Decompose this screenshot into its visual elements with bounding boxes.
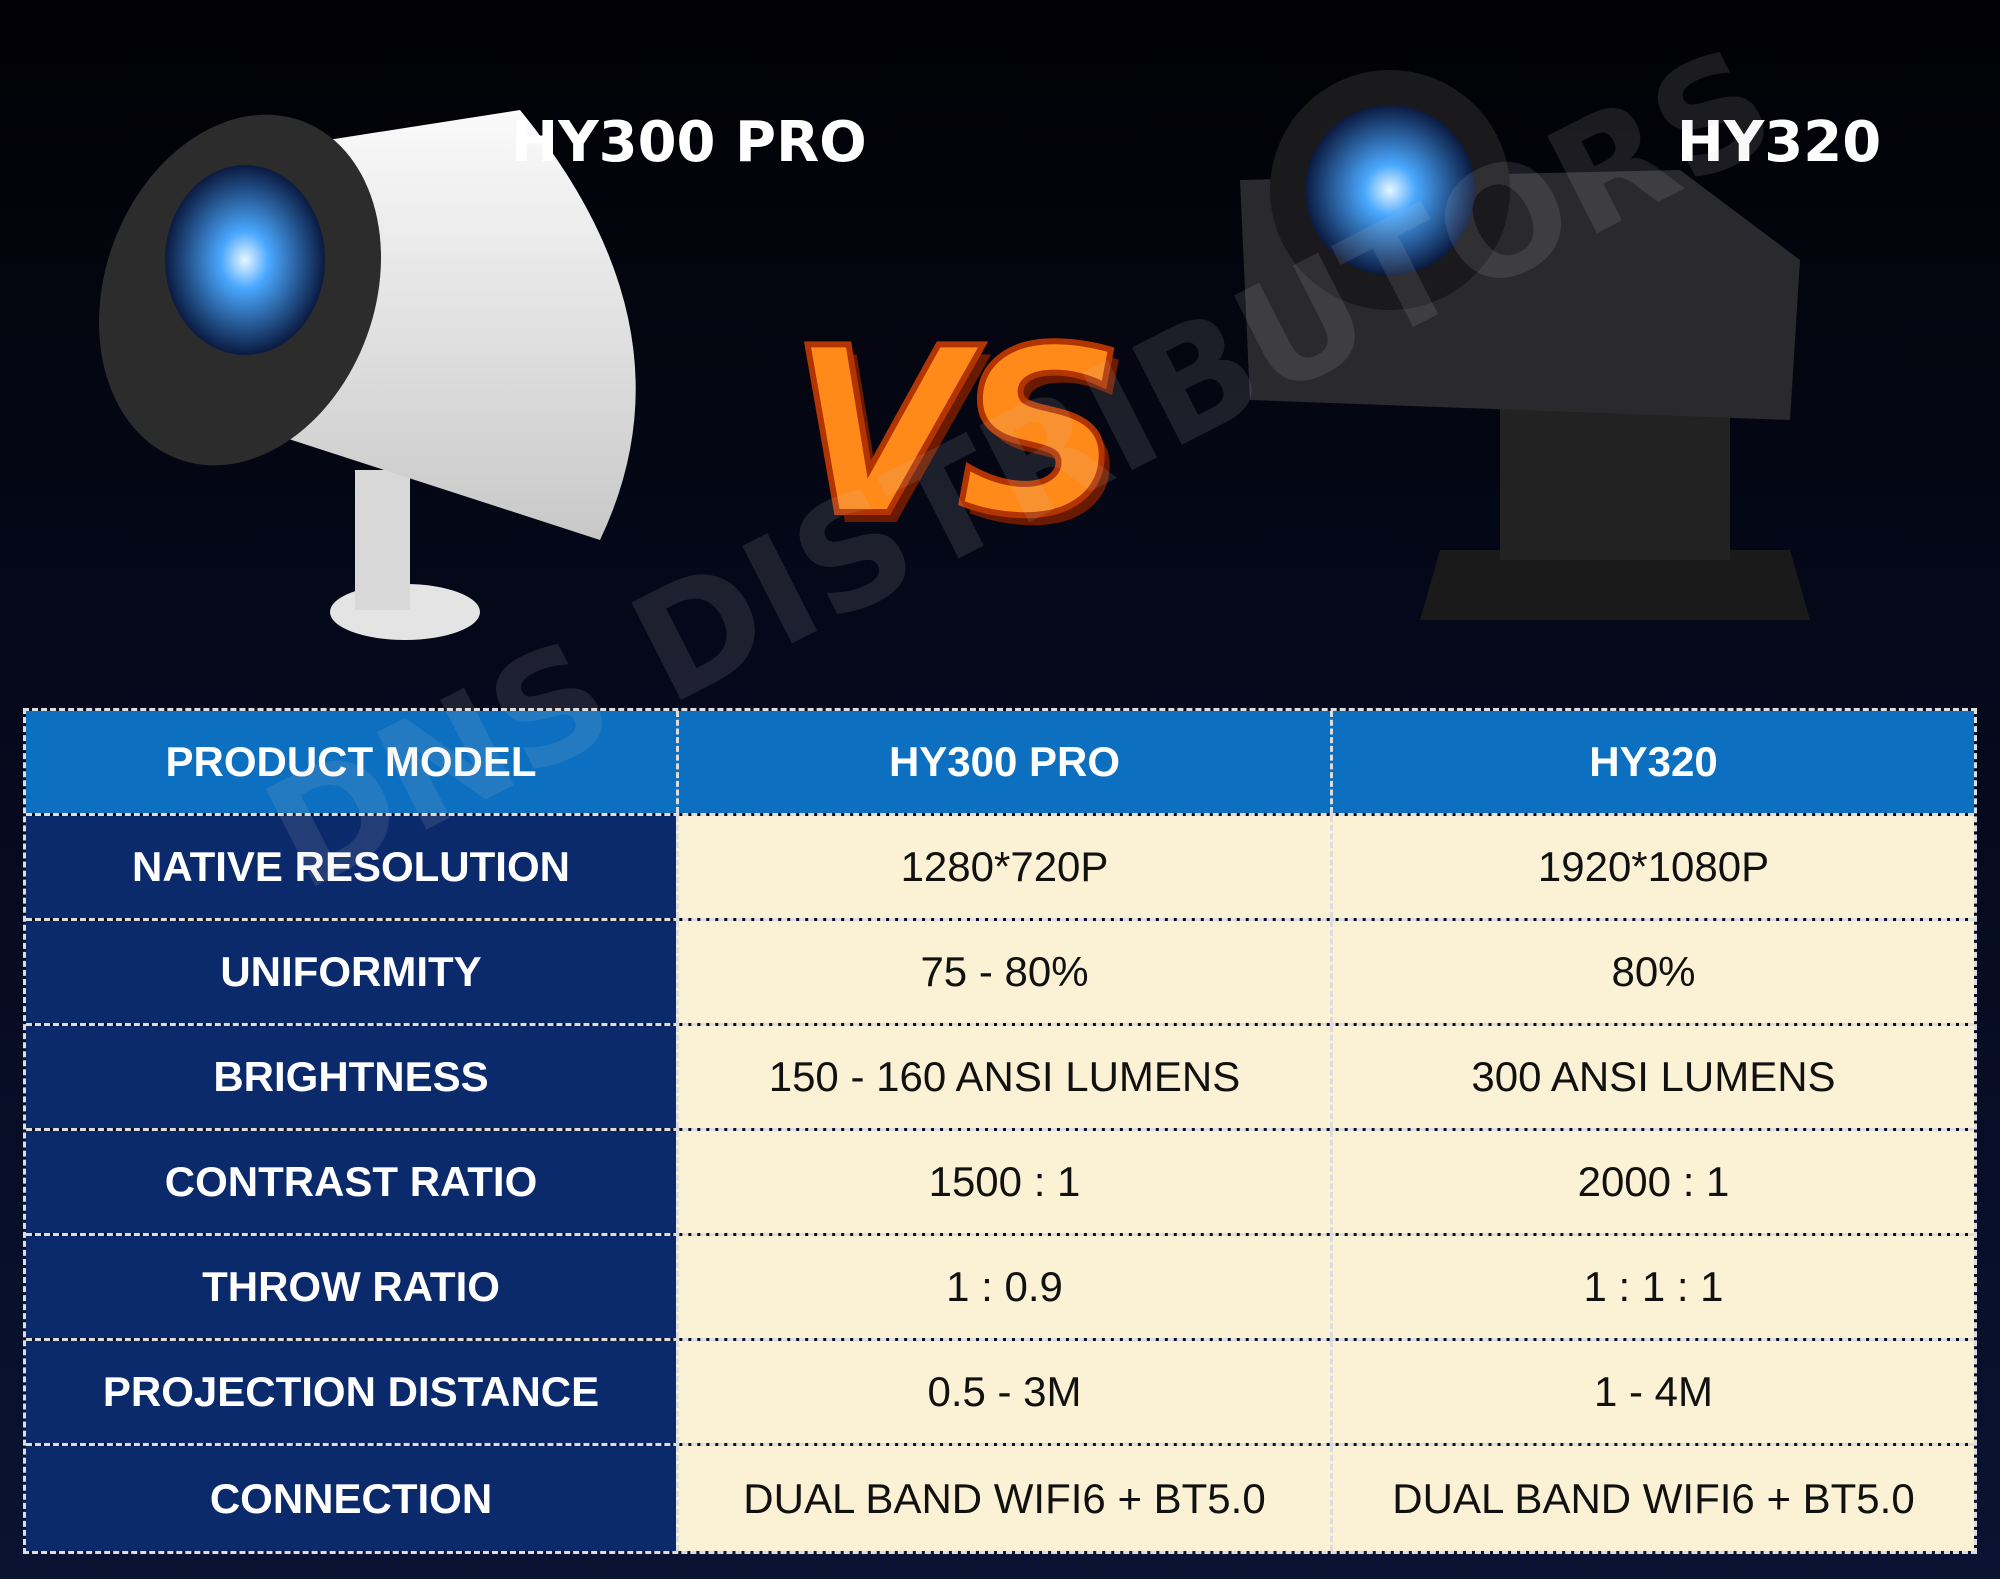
table-row: PROJECTION DISTANCE 0.5 - 3M 1 - 4M <box>26 1341 1974 1446</box>
product-images <box>98 70 1810 640</box>
comparison-table: PRODUCT MODEL HY300 PRO HY320 NATIVE RESOLU… <box>23 708 1977 1554</box>
row-label: CONNECTION <box>26 1446 676 1551</box>
table-row: THROW RATIO 1 : 0.9 1 : 1 : 1 <box>26 1236 1974 1341</box>
row-label: BRIGHTNESS <box>26 1026 676 1128</box>
spec-value: 1920*1080P <box>1330 816 1974 918</box>
spec-value: 1500 : 1 <box>676 1131 1330 1233</box>
spec-value: DUAL BAND WIFI6 + BT5.0 <box>1330 1446 1974 1551</box>
table-row: BRIGHTNESS 150 - 160 ANSI LUMENS 300 ANSI … <box>26 1026 1974 1131</box>
header-cell: HY320 <box>1330 711 1974 813</box>
header-cell: PRODUCT MODEL <box>26 711 676 813</box>
spec-value: 0.5 - 3M <box>676 1341 1330 1443</box>
hy300-pro-image <box>98 110 636 640</box>
spec-value: 1280*720P <box>676 816 1330 918</box>
row-label: UNIFORMITY <box>26 921 676 1023</box>
product-title: HY320 <box>1676 110 1882 175</box>
row-label: THROW RATIO <box>26 1236 676 1338</box>
spec-value: 75 - 80% <box>676 921 1330 1023</box>
spec-value: 80% <box>1330 921 1974 1023</box>
hy320-image <box>1240 70 1810 620</box>
table-row: UNIFORMITY 75 - 80% 80% <box>26 921 1974 1026</box>
row-label: PROJECTION DISTANCE <box>26 1341 676 1443</box>
spec-value: DUAL BAND WIFI6 + BT5.0 <box>676 1446 1330 1551</box>
header-row: PRODUCT MODEL HY300 PRO HY320 <box>26 711 1974 816</box>
spec-value: 1 : 0.9 <box>676 1236 1330 1338</box>
spec-value: 2000 : 1 <box>1330 1131 1974 1233</box>
spec-value: 300 ANSI LUMENS <box>1330 1026 1974 1128</box>
row-label: CONTRAST RATIO <box>26 1131 676 1233</box>
table-row: CONNECTION DUAL BAND WIFI6 + BT5.0 DUAL BA… <box>26 1446 1974 1551</box>
row-label: NATIVE RESOLUTION <box>26 816 676 918</box>
vs-badge: VS <box>787 297 1127 570</box>
spec-value: 1 - 4M <box>1330 1341 1974 1443</box>
product-title: HY300 PRO <box>511 110 867 175</box>
spec-value: 150 - 160 ANSI LUMENS <box>676 1026 1330 1128</box>
table-row: NATIVE RESOLUTION 1280*720P 1920*1080P <box>26 816 1974 921</box>
spec-value: 1 : 1 : 1 <box>1330 1236 1974 1338</box>
header-cell: HY300 PRO <box>676 711 1330 813</box>
table-row: CONTRAST RATIO 1500 : 1 2000 : 1 <box>26 1131 1974 1236</box>
